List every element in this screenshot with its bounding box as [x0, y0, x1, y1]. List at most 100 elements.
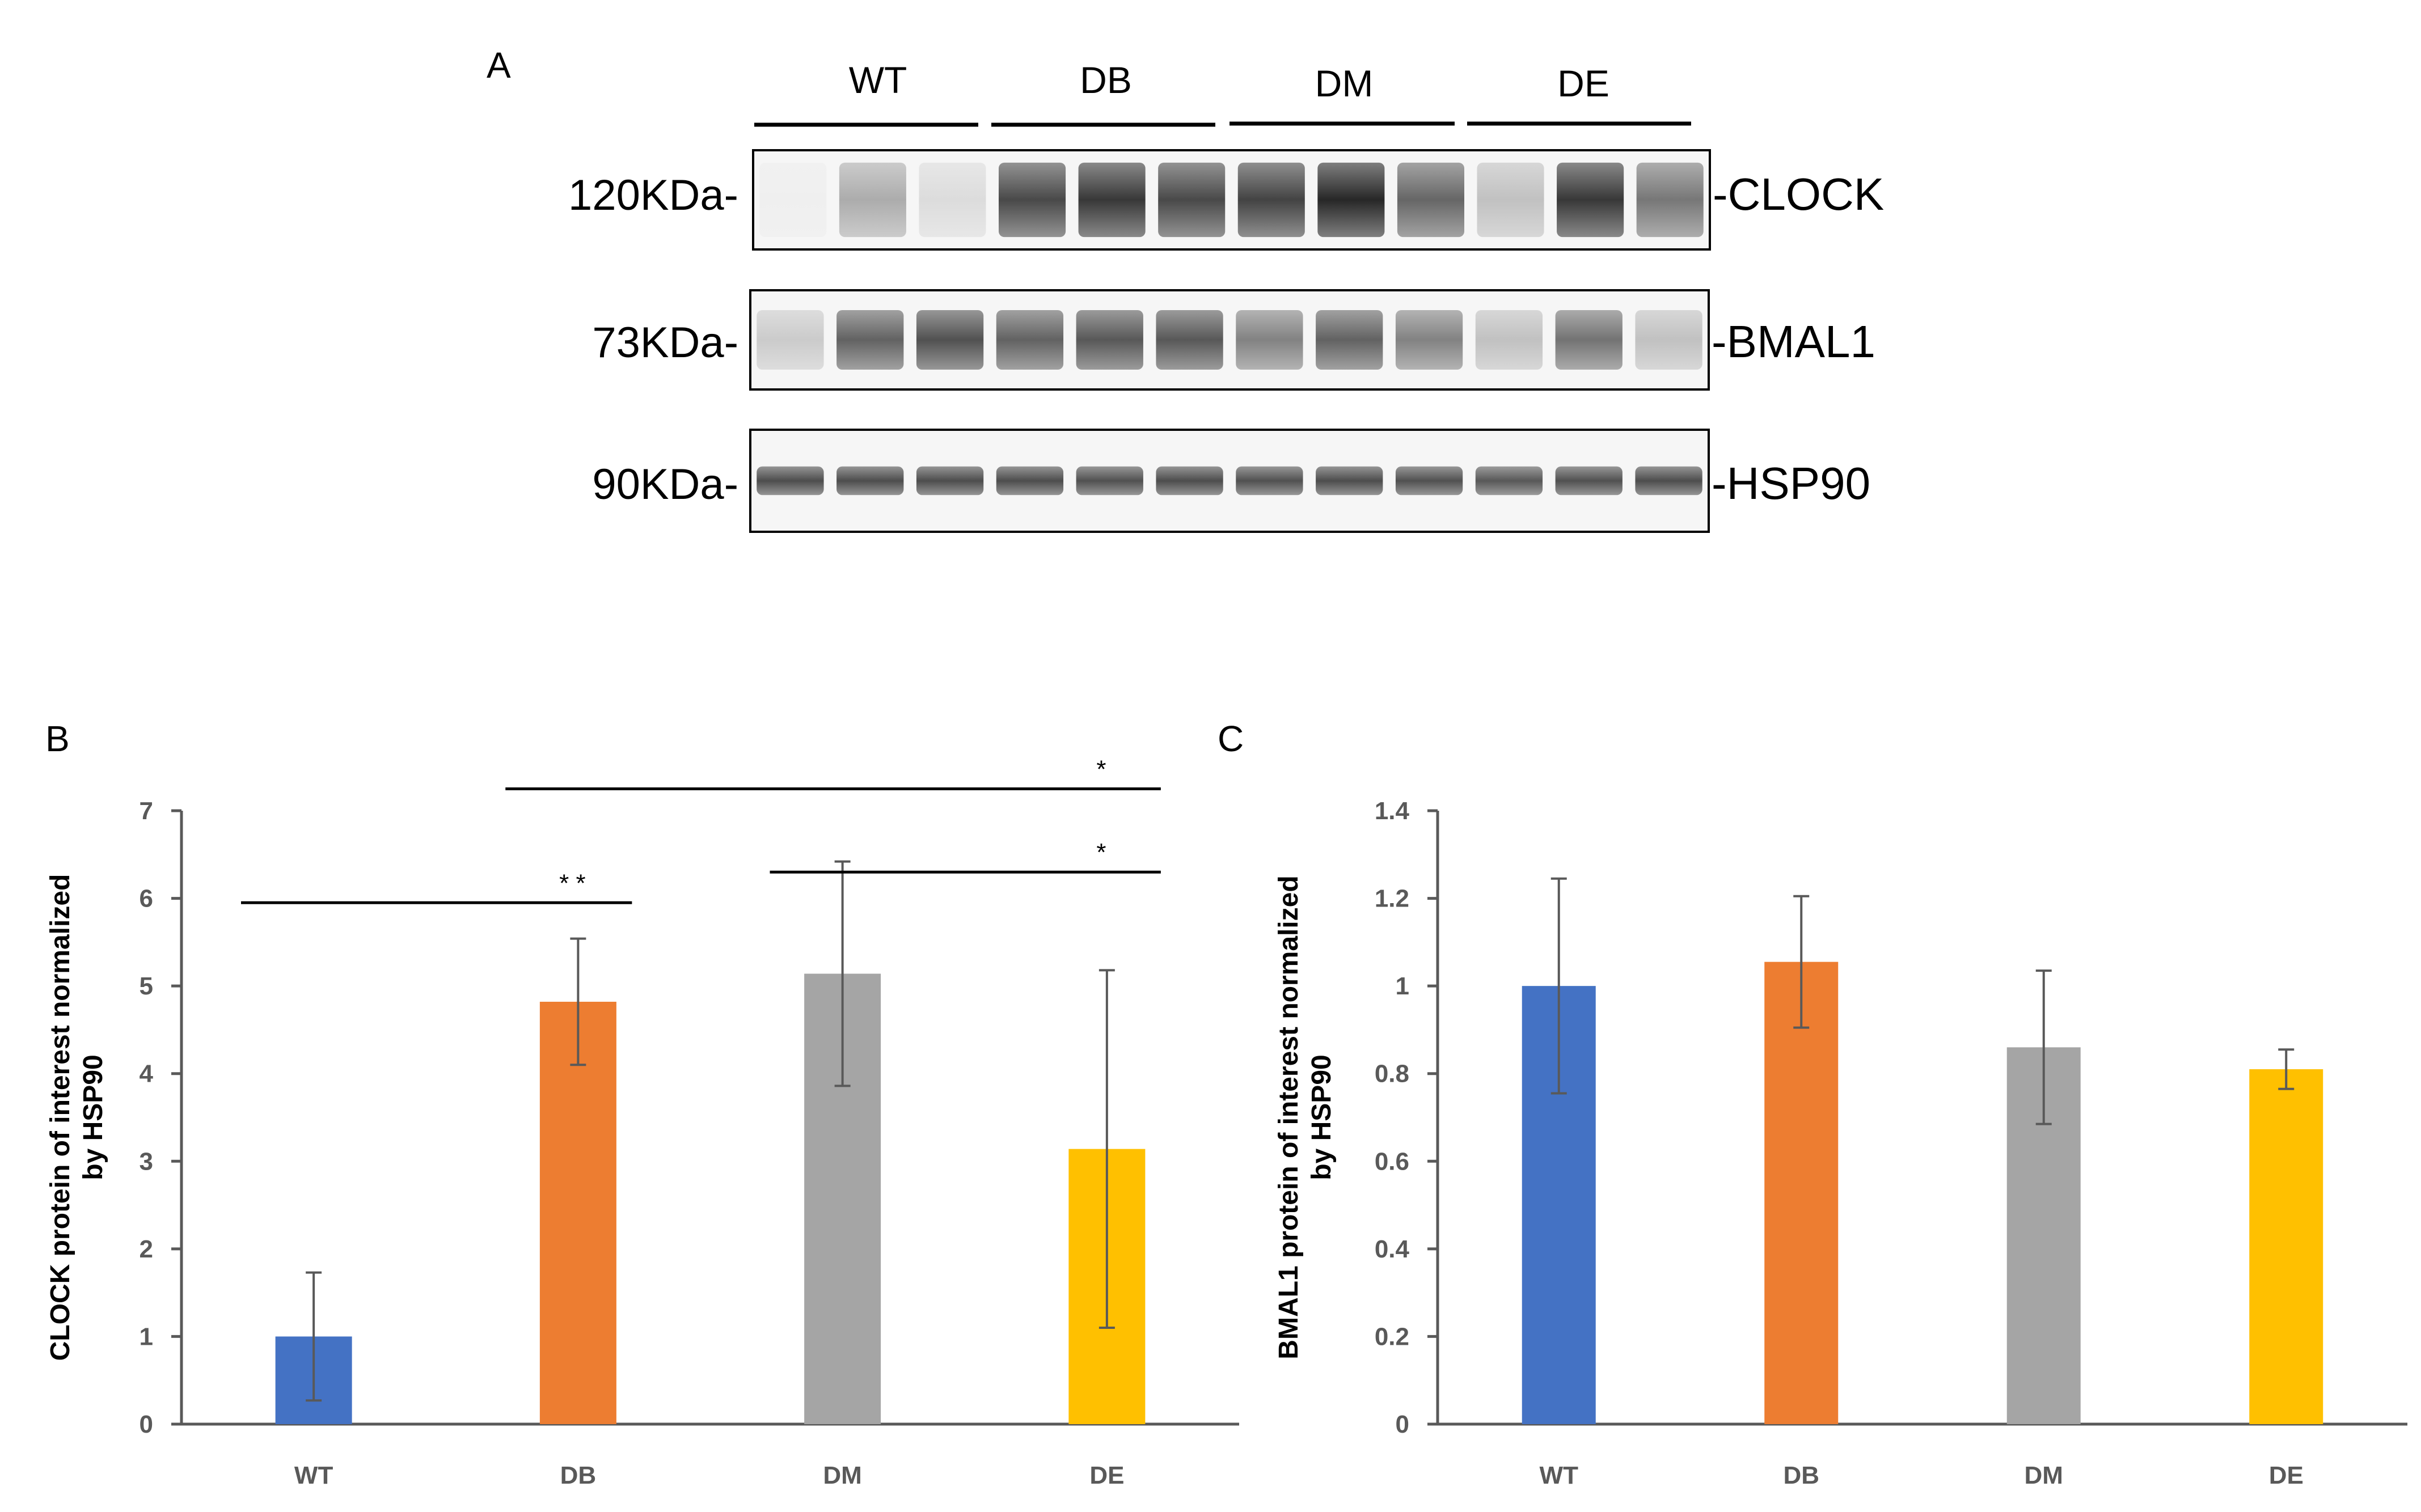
- band-clock-lane-12: [1636, 162, 1704, 238]
- y-tick-label: 2: [140, 1235, 153, 1263]
- blot-clock-frame: [752, 149, 1711, 251]
- band-hsp90-lane-10: [1475, 466, 1543, 495]
- protein-label-bmal1: -BMAL1: [1712, 316, 1875, 367]
- band-clock-lane-8: [1317, 162, 1385, 238]
- band-clock-lane-7: [1237, 162, 1305, 238]
- error-bar-db: [570, 937, 586, 1066]
- band-hsp90-lane-5: [1076, 466, 1143, 495]
- error-bar-db: [1793, 895, 1810, 1029]
- x-category-label-dm: DM: [2025, 1462, 2063, 1489]
- band-bmal1-lane-1: [757, 310, 824, 370]
- error-bar-dm: [2035, 969, 2052, 1125]
- y-axis-title-line1: CLOCK protein of interest normalized: [45, 874, 75, 1361]
- band-clock-lane-5: [1078, 162, 1146, 238]
- band-clock-lane-3: [919, 162, 986, 238]
- y-tick-label: 3: [140, 1147, 153, 1175]
- protein-label-clock: -CLOCK: [1713, 169, 1884, 219]
- chart-c-plot: 0 0.2 0.4 0.6 0.8 1 1.2 1.4 WT DB DM DE BMAL1 protei…: [1274, 797, 2407, 1489]
- bar-de: [2249, 1069, 2323, 1424]
- panel-c-label: C: [1218, 718, 1244, 759]
- band-bmal1-lane-2: [836, 310, 904, 370]
- group-label-db: DB: [1080, 59, 1132, 101]
- error-bar-wt: [306, 1271, 322, 1402]
- blot-bmal1-lanes: [750, 290, 1709, 389]
- x-category-label-de: DE: [1089, 1462, 1124, 1489]
- blot-bmal1-frame: [749, 289, 1710, 391]
- significance-label-1: * *: [559, 869, 585, 897]
- band-bmal1-lane-7: [1236, 310, 1303, 370]
- error-bar-dm: [834, 860, 851, 1087]
- y-tick-label: 0: [140, 1411, 153, 1438]
- band-bmal1-lane-4: [996, 310, 1064, 370]
- y-tick-label: 5: [140, 972, 153, 1000]
- band-hsp90-lane-12: [1635, 466, 1702, 495]
- bar-db: [1764, 962, 1839, 1424]
- band-hsp90-lane-2: [836, 466, 904, 495]
- band-clock-lane-2: [839, 162, 906, 238]
- mw-label-clock: 120KDa-: [568, 171, 738, 219]
- band-bmal1-lane-8: [1316, 310, 1383, 370]
- blot-hsp90-lanes: [750, 430, 1709, 532]
- y-axis-title-line2: by HSP90: [78, 1054, 108, 1180]
- panel-b-clock-chart: B 0 1 2 3 4 5 6 7 WT DB DM DE CLOCK protein of inter…: [45, 718, 1239, 1489]
- panel-a-label: A: [487, 45, 511, 86]
- band-bmal1-lane-6: [1156, 310, 1223, 370]
- bar-db: [539, 1001, 616, 1424]
- mw-label-bmal1: 73KDa-: [592, 319, 738, 367]
- band-clock-lane-6: [1158, 162, 1226, 238]
- y-tick-label: 0.2: [1375, 1323, 1409, 1350]
- error-bar-wt: [1550, 877, 1567, 1095]
- band-clock-lane-4: [998, 162, 1066, 238]
- y-tick-label: 1: [1396, 972, 1409, 1000]
- y-axis-title-line1: BMAL1 protein of interest normalized: [1274, 875, 1304, 1359]
- protein-label-hsp90: -HSP90: [1712, 458, 1870, 509]
- y-tick-label: 1: [140, 1323, 153, 1350]
- blot-clock-lanes: [753, 150, 1710, 249]
- band-hsp90-lane-8: [1316, 466, 1383, 495]
- blot-hsp90-frame: [749, 429, 1710, 533]
- x-category-label-de: DE: [2269, 1462, 2304, 1489]
- band-hsp90-lane-4: [996, 466, 1064, 495]
- y-tick-label: 1.2: [1375, 885, 1409, 913]
- y-tick-label: 0.8: [1375, 1060, 1409, 1088]
- y-tick-label: 7: [140, 797, 153, 825]
- x-category-label-wt: WT: [1540, 1462, 1579, 1489]
- significance-label-2: *: [1096, 838, 1106, 866]
- band-clock-lane-10: [1477, 162, 1544, 238]
- error-bar-de: [1098, 969, 1115, 1329]
- blot-bmal1-background: [750, 290, 1709, 389]
- band-hsp90-lane-11: [1555, 466, 1623, 495]
- band-bmal1-lane-11: [1555, 310, 1623, 370]
- band-bmal1-lane-12: [1635, 310, 1702, 370]
- significance-label-3: *: [1096, 755, 1106, 783]
- panel-b-label: B: [45, 718, 70, 759]
- x-category-label-wt: WT: [294, 1462, 333, 1489]
- band-bmal1-lane-10: [1475, 310, 1543, 370]
- band-clock-lane-1: [759, 162, 827, 238]
- panel-c-bmal1-chart: C 0 0.2 0.4 0.6 0.8 1 1.2 1.4 WT DB DM DE BMAL1 prot…: [1218, 718, 2407, 1489]
- band-hsp90-lane-3: [916, 466, 984, 495]
- error-bar-de: [2278, 1048, 2295, 1090]
- x-category-label-db: DB: [560, 1462, 597, 1489]
- blot-hsp90-background: [750, 430, 1709, 532]
- y-axis-title-line2: by HSP90: [1307, 1054, 1337, 1180]
- band-bmal1-lane-3: [916, 310, 984, 370]
- chart-b-plot: 0 1 2 3 4 5 6 7 WT DB DM DE CLOCK protein of interes…: [45, 755, 1239, 1489]
- band-hsp90-lane-1: [757, 466, 824, 495]
- band-hsp90-lane-7: [1236, 466, 1303, 495]
- y-tick-label: 0.4: [1375, 1235, 1410, 1263]
- x-category-label-dm: DM: [823, 1462, 861, 1489]
- band-bmal1-lane-9: [1395, 310, 1463, 370]
- band-hsp90-lane-9: [1395, 466, 1463, 495]
- y-tick-label: 0.6: [1375, 1147, 1409, 1175]
- y-tick-label: 1.4: [1375, 797, 1410, 825]
- band-clock-lane-11: [1557, 162, 1624, 238]
- group-label-wt: WT: [849, 59, 907, 101]
- y-tick-label: 0: [1396, 1411, 1409, 1438]
- y-tick-label: 4: [140, 1060, 154, 1088]
- x-category-label-db: DB: [1783, 1462, 1819, 1489]
- band-hsp90-lane-6: [1156, 466, 1223, 495]
- band-clock-lane-9: [1397, 162, 1465, 238]
- y-tick-label: 6: [140, 885, 153, 913]
